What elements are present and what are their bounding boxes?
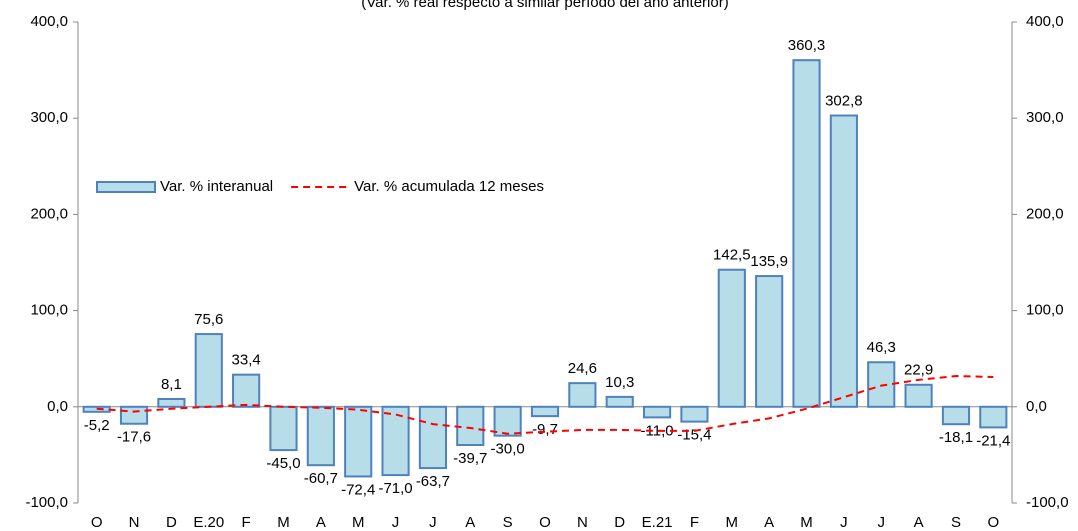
- bar: [867, 361, 896, 408]
- x-tick-label: N: [577, 514, 588, 531]
- bar: [979, 405, 1008, 429]
- x-tick-label: S: [503, 514, 513, 531]
- x-tick-label: A: [465, 514, 475, 531]
- y2-tick-label: 200,0: [1026, 205, 1064, 222]
- value-label: -72,4: [341, 481, 375, 498]
- x-tick-label: M: [726, 514, 739, 531]
- value-label: 10,3: [605, 374, 634, 391]
- value-label: -45,0: [266, 455, 300, 472]
- x-tick-label: M: [800, 514, 813, 531]
- line: [96, 375, 994, 435]
- bar: [792, 59, 821, 408]
- x-tick-label: J: [392, 514, 400, 531]
- y2-tick-label: 0,0: [1026, 398, 1047, 415]
- bar: [157, 398, 186, 408]
- bar: [344, 405, 373, 478]
- legend-swatch: [96, 181, 156, 193]
- x-tick-label: J: [840, 514, 848, 531]
- value-label: 75,6: [194, 311, 223, 328]
- x-tick-label: D: [614, 514, 625, 531]
- x-tick-label: J: [877, 514, 885, 531]
- x-tick-label: A: [764, 514, 774, 531]
- x-tick-label: A: [316, 514, 326, 531]
- x-tick-label: O: [539, 514, 551, 531]
- bar: [269, 405, 298, 452]
- value-label: -60,7: [304, 470, 338, 487]
- y2-tick-label: 300,0: [1026, 109, 1064, 126]
- x-tick-label: M: [277, 514, 290, 531]
- bar: [755, 275, 784, 408]
- value-label: -18,1: [939, 429, 973, 446]
- y-tick-label: 100,0: [30, 302, 68, 319]
- value-label: 24,6: [568, 360, 597, 377]
- x-tick-label: E.20: [193, 514, 224, 531]
- value-label: 46,3: [867, 339, 896, 356]
- y-tick-label: -100,0: [25, 494, 68, 511]
- bar: [456, 405, 485, 446]
- bar: [717, 268, 746, 408]
- x-tick-label: A: [914, 514, 924, 531]
- bar: [119, 405, 149, 425]
- bar: [306, 405, 335, 467]
- value-label: -71,0: [378, 480, 412, 497]
- y2-tick-label: 100,0: [1026, 302, 1064, 319]
- value-label: 8,1: [161, 376, 182, 393]
- x-tick-label: F: [690, 514, 699, 531]
- value-label: 360,3: [788, 37, 826, 54]
- value-label: -9,7: [532, 421, 558, 438]
- y-tick-label: 400,0: [30, 13, 68, 30]
- x-tick-label: E.21: [642, 514, 673, 531]
- bar: [941, 405, 971, 426]
- x-tick-label: S: [951, 514, 961, 531]
- y2-tick-label: -100,0: [1026, 494, 1069, 511]
- y-tick-label: 200,0: [30, 205, 68, 222]
- value-label: -21,4: [976, 432, 1010, 449]
- value-label: -11,0: [641, 422, 674, 439]
- x-tick-label: D: [166, 514, 177, 531]
- x-tick-label: F: [242, 514, 251, 531]
- value-label: 135,9: [750, 253, 788, 270]
- x-tick-label: O: [987, 514, 999, 531]
- x-tick-label: J: [429, 514, 437, 531]
- y-tick-label: 0,0: [47, 398, 68, 415]
- y-tick-label: 300,0: [30, 109, 68, 126]
- y2-tick-label: 400,0: [1026, 13, 1064, 30]
- bar: [605, 395, 634, 408]
- bar: [381, 405, 410, 477]
- value-label: 33,4: [232, 352, 261, 369]
- x-tick-label: M: [352, 514, 365, 531]
- bar: [418, 405, 447, 470]
- bar: [232, 373, 261, 408]
- bar: [530, 405, 560, 418]
- value-label: -63,7: [416, 473, 450, 490]
- value-label: -39,7: [453, 450, 487, 467]
- legend-label: Var. % acumulada 12 meses: [354, 178, 544, 195]
- value-label: -30,0: [491, 441, 525, 458]
- value-label: -17,6: [117, 429, 151, 446]
- bar: [643, 405, 672, 419]
- x-tick-label: N: [129, 514, 140, 531]
- value-label: 142,5: [713, 247, 751, 264]
- bar: [904, 383, 933, 408]
- legend-label: Var. % interanual: [160, 178, 273, 195]
- x-tick-label: O: [91, 514, 103, 531]
- value-label: 302,8: [825, 92, 863, 109]
- value-label: 22,9: [904, 362, 933, 379]
- bar: [194, 333, 223, 408]
- value-label: -5,2: [84, 417, 110, 434]
- chart-subtitle: (Var. % real respecto a similar período …: [361, 0, 728, 11]
- bar: [680, 405, 709, 423]
- bar: [493, 405, 522, 437]
- bar: [829, 114, 858, 408]
- bar: [568, 382, 597, 408]
